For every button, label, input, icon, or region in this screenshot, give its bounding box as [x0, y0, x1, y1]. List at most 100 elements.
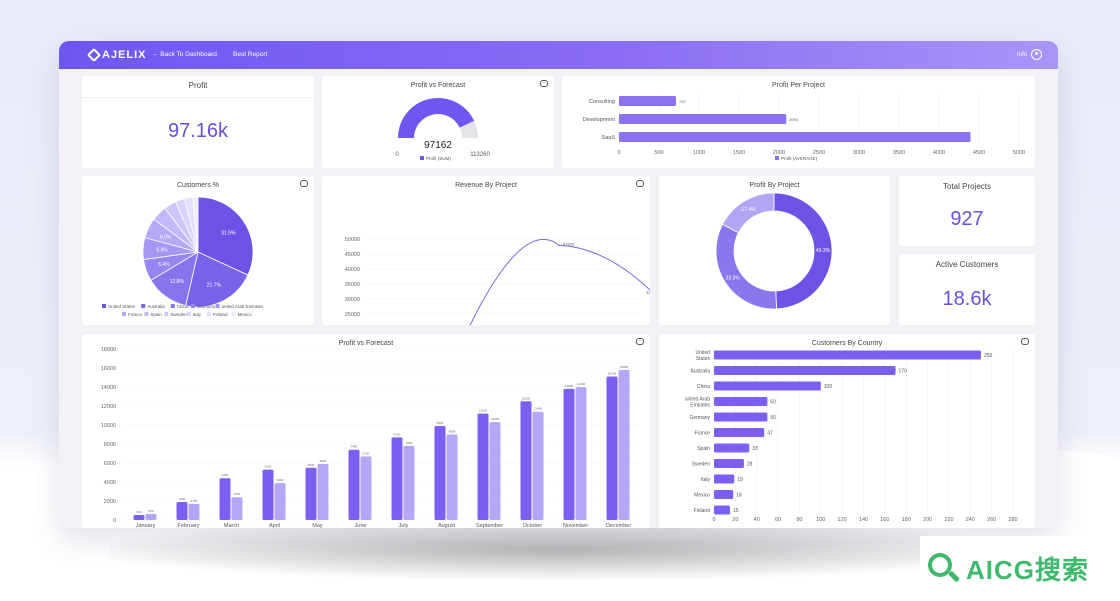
- legend-label: Australia: [147, 304, 165, 309]
- data-label: 9900: [437, 421, 444, 425]
- y-tick-label: Germany: [689, 415, 710, 421]
- data-label: 15: [733, 508, 739, 514]
- data-label: 7800: [406, 441, 413, 445]
- x-tick-label: December: [606, 523, 632, 528]
- x-tick-label: 5000: [1013, 150, 1025, 156]
- data-label: 47898: [563, 241, 575, 246]
- data-label: 250: [984, 353, 993, 359]
- bar: [563, 388, 575, 520]
- legend-label: Italy: [193, 312, 202, 317]
- back-to-dashboard-link[interactable]: ← Back To Dashboard: [152, 51, 217, 58]
- data-label: 4400: [222, 473, 229, 477]
- pie-slice: [185, 251, 249, 308]
- divider: [82, 97, 314, 98]
- y-tick-label: 18000: [101, 347, 116, 353]
- y-tick-label: China: [697, 384, 710, 390]
- data-label: 13800: [565, 384, 574, 388]
- total-projects-title: Total Projects: [942, 182, 992, 191]
- data-label: 5300: [265, 465, 272, 469]
- app-logo[interactable]: AJELIX: [86, 47, 147, 63]
- bar: [274, 482, 286, 520]
- data-label: 19: [737, 477, 743, 483]
- magnifier-icon: [928, 552, 961, 585]
- y-tick-label: 45000: [345, 252, 360, 258]
- chat-icon[interactable]: ··: [636, 180, 644, 187]
- legend-label: united Arab Emirates: [222, 304, 265, 309]
- x-tick-label: April: [269, 523, 280, 528]
- legend-label: Mexico: [238, 312, 253, 317]
- bar: [477, 413, 489, 520]
- y-tick-label: SaaS: [602, 135, 616, 141]
- y-tick-label: 0: [113, 518, 116, 524]
- data-label: 712: [679, 99, 686, 104]
- profit-by-project-title: Profit By Project: [749, 182, 800, 189]
- x-tick-label: 140: [859, 517, 868, 523]
- bar: [618, 369, 630, 520]
- profit-vs-forecast-bar-card: Profit vs Forecast ·· 0 2000 4000 6000 8000 1…: [82, 334, 650, 528]
- bar: [714, 412, 768, 422]
- x-tick-label: 60: [775, 517, 781, 523]
- pie-slice: [192, 196, 199, 253]
- watermark-text: AICG搜索: [966, 555, 1090, 585]
- data-label: 5500: [308, 463, 315, 467]
- data-label: 50: [770, 400, 776, 406]
- legend-swatch: [186, 312, 191, 316]
- best-report-link[interactable]: Best Report: [233, 51, 268, 58]
- chat-icon[interactable]: ··: [636, 338, 644, 345]
- gauge-max: 113260: [470, 152, 490, 158]
- x-tick-label: 4500: [973, 150, 985, 156]
- x-tick-label: 40: [754, 517, 760, 523]
- chat-icon[interactable]: ··: [300, 180, 308, 187]
- bar: [434, 425, 446, 520]
- x-tick-label: 2500: [813, 150, 825, 156]
- customers-by-country-chart: 0 20 40 60 80 100 120 140 160 180 200 220 240 260 280 U…: [685, 349, 1018, 523]
- info-menu[interactable]: Info: [1017, 49, 1042, 60]
- logo-text: AJELIX: [102, 49, 147, 61]
- y-tick-label: Australia: [691, 369, 711, 375]
- chat-icon[interactable]: ··: [540, 80, 548, 87]
- pie-slice: [773, 192, 833, 310]
- active-customers-title: Active Customers: [935, 260, 999, 269]
- profit-by-project-card: Profit By Project 49.3%33.3%17.4%Develop…: [659, 176, 890, 325]
- legend-label: Germany: [197, 304, 216, 309]
- slice-label: 17.4%: [741, 207, 756, 213]
- profit-donut-chart: 49.3%33.3%17.4%DevelopmentSaaSConsulting: [715, 192, 833, 310]
- chat-icon[interactable]: ··: [1021, 338, 1029, 345]
- slice-label: 12.8%: [170, 279, 185, 285]
- slice-label: 33.3%: [726, 275, 741, 281]
- x-tick-label: 260: [987, 517, 996, 523]
- y-tick-label: Italy: [701, 477, 711, 483]
- slice-label: 6.0%: [160, 234, 172, 240]
- x-tick-label: 2000: [773, 150, 785, 156]
- x-tick-label: September: [476, 523, 503, 528]
- y-tick-label: France: [694, 431, 710, 437]
- data-label: 1900: [179, 497, 186, 501]
- x-tick-label: 20: [732, 517, 738, 523]
- bar: [219, 478, 231, 520]
- customers-by-country-card: Customers By Country ·· 0 20 40 60 80 100 120 1…: [659, 334, 1035, 528]
- legend-label: Spain: [150, 312, 162, 317]
- legend-swatch: [206, 312, 211, 316]
- bar: [262, 469, 274, 520]
- data-point: [558, 244, 560, 247]
- bar: [176, 501, 188, 520]
- user-avatar-icon[interactable]: [1031, 49, 1042, 60]
- y-tick-label: 25000: [345, 312, 360, 318]
- profit-vs-forecast-bar-chart: 0 2000 4000 6000 8000 10000 12000 14000 16000 180…: [101, 347, 640, 528]
- data-label: 11200: [479, 409, 487, 413]
- total-projects-card: Total Projects 927: [899, 176, 1035, 246]
- y-tick-label: 8000: [104, 442, 116, 448]
- data-label: 12500: [522, 396, 531, 400]
- gauge-value: 97162: [424, 140, 452, 151]
- x-tick-label: November: [563, 523, 589, 528]
- bar: [714, 350, 981, 360]
- x-tick-label: 160: [880, 517, 889, 523]
- data-label: 32387: [646, 290, 650, 295]
- info-label: Info: [1016, 51, 1027, 58]
- legend-swatch: [215, 304, 220, 308]
- y-tick-label: 4000: [104, 480, 116, 486]
- profit-kpi-card: Profit 97.16k: [82, 76, 314, 168]
- x-tick-label: June: [355, 523, 367, 528]
- active-customers-value: 18.6k: [942, 288, 992, 310]
- data-label: 6700: [363, 451, 370, 455]
